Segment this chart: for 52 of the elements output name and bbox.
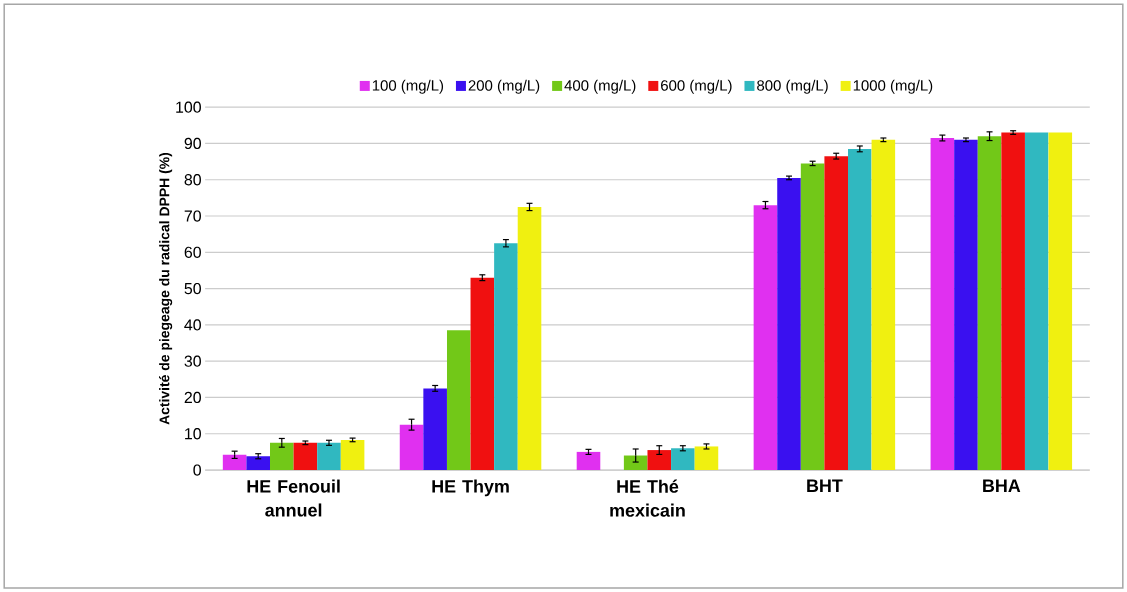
- legend-label: 200 (mg/L): [468, 79, 540, 94]
- bar: [824, 156, 848, 470]
- bar: [1001, 132, 1025, 470]
- bar: [340, 439, 365, 470]
- y-tick-label: 20: [184, 391, 201, 404]
- bar: [848, 148, 872, 470]
- bar: [470, 277, 495, 470]
- bar: [446, 330, 471, 470]
- bar: [623, 455, 648, 470]
- legend-label: 1000 (mg/L): [853, 79, 933, 94]
- bar: [517, 206, 542, 470]
- bar: [293, 442, 318, 470]
- bar: [399, 424, 424, 470]
- bar: [494, 243, 518, 470]
- x-tick-label: BHA: [983, 479, 1021, 492]
- x-tick-label: HE Thym: [432, 479, 509, 497]
- bar: [246, 456, 271, 470]
- y-tick-label: 90: [184, 137, 201, 149]
- y-tick-label: 70: [184, 210, 201, 222]
- bar: [977, 136, 1002, 470]
- bar: [800, 163, 825, 470]
- bar: [1024, 132, 1049, 470]
- bar: [1048, 132, 1073, 470]
- y-tick-label: 50: [184, 282, 201, 295]
- bar: [270, 442, 294, 470]
- bar: [753, 205, 778, 470]
- bar: [694, 446, 719, 470]
- bar: [423, 388, 447, 470]
- bar: [222, 454, 247, 470]
- x-tick-label: BHT: [807, 479, 843, 492]
- y-tick-label: 10: [185, 428, 201, 440]
- y-tick-label: 0: [193, 464, 201, 476]
- legend-label: 400 (mg/L): [564, 79, 636, 94]
- x-tick-label: HE Fenouil annuel: [247, 479, 340, 517]
- y-axis-title: Activité de piegeage du radical DPPH (%): [159, 152, 173, 425]
- bar: [871, 139, 896, 470]
- legend-label: 100 (mg/L): [372, 79, 444, 94]
- x-tick-label: HE Thé mexicain: [610, 479, 685, 517]
- y-tick-label: 80: [184, 174, 201, 186]
- y-tick-label: 60: [184, 246, 201, 258]
- bar: [930, 137, 955, 470]
- y-tick-label: 40: [184, 319, 201, 331]
- bar: [576, 451, 601, 470]
- bar: [647, 449, 672, 470]
- legend-label: 600 (mg/L): [661, 79, 732, 94]
- y-tick-label: 100: [176, 101, 201, 113]
- bar: [954, 139, 978, 470]
- bar: [671, 448, 695, 470]
- bar: [317, 442, 341, 470]
- legend-label: 800 (mg/L): [757, 79, 828, 94]
- bar: [777, 177, 801, 470]
- y-tick-label: 30: [184, 355, 201, 367]
